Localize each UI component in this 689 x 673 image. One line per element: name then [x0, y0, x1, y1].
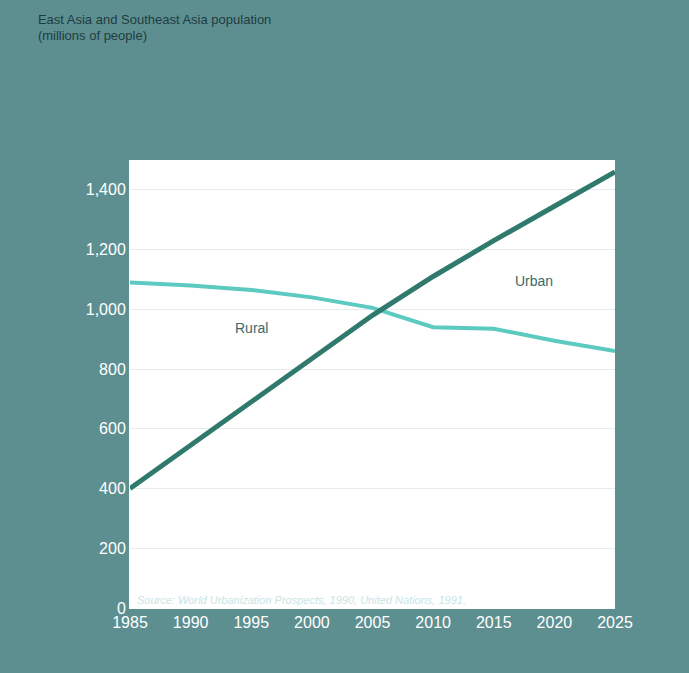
svg-text:1985: 1985 [112, 614, 148, 631]
svg-text:2010: 2010 [415, 614, 451, 631]
svg-text:600: 600 [99, 420, 126, 437]
svg-text:400: 400 [99, 480, 126, 497]
svg-text:2015: 2015 [476, 614, 512, 631]
svg-text:2020: 2020 [537, 614, 573, 631]
svg-text:East Asia and Southeast Asia p: East Asia and Southeast Asia population(… [38, 12, 271, 44]
svg-text:0: 0 [117, 600, 126, 617]
svg-text:Urban: Urban [515, 273, 553, 289]
svg-text:1995: 1995 [233, 614, 269, 631]
svg-text:800: 800 [99, 361, 126, 378]
svg-text:1990: 1990 [173, 614, 209, 631]
svg-text:2005: 2005 [355, 614, 391, 631]
svg-text:2025: 2025 [597, 614, 633, 631]
svg-text:Source: World Urbanization Pro: Source: World Urbanization Prospects, 19… [137, 594, 466, 606]
svg-text:2000: 2000 [294, 614, 330, 631]
svg-text:Rural: Rural [235, 320, 268, 336]
svg-text:1,000: 1,000 [86, 301, 126, 318]
svg-text:1,200: 1,200 [86, 241, 126, 258]
svg-text:1,400: 1,400 [86, 181, 126, 198]
svg-text:200: 200 [99, 540, 126, 557]
